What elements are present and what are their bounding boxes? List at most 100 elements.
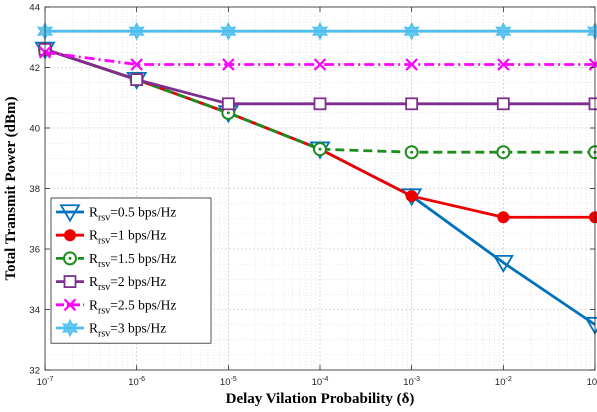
legend-box <box>50 197 212 344</box>
legend-label-subscript: rsv <box>98 282 110 293</box>
square-marker <box>588 97 597 111</box>
x-axis-title: Delay Vilation Probability (δ) <box>226 391 415 407</box>
x-tick-exponent: -5 <box>231 376 237 383</box>
x-tick-base: 10 <box>587 377 597 388</box>
y-tick-label: 44 <box>29 3 40 14</box>
legend-label-rest: =1.5 bps/Hz <box>110 251 176 266</box>
x-tick-exponent: -4 <box>322 376 328 383</box>
data-marker <box>404 145 419 160</box>
square-marker <box>221 97 235 111</box>
legend-label-main: R <box>89 205 98 220</box>
data-marker <box>64 229 76 242</box>
data-marker <box>220 21 237 41</box>
x-tick-exponent: -7 <box>47 376 53 383</box>
data-marker <box>589 211 597 224</box>
y-tick-label: 36 <box>29 245 40 256</box>
data-marker <box>63 275 77 289</box>
data-marker <box>492 254 514 273</box>
x-marker-stroke <box>222 58 235 71</box>
x-marker-stroke <box>130 58 143 71</box>
x-tick-label: 10-3 <box>403 376 420 388</box>
circle-center-dot <box>318 147 322 151</box>
legend-label-main: R <box>89 274 98 289</box>
x-marker-stroke <box>313 58 327 71</box>
x-marker-stroke <box>497 58 510 71</box>
x-tick-exponent: -2 <box>506 376 512 383</box>
x-tick-base: 10 <box>128 377 139 388</box>
data-marker <box>313 97 327 111</box>
x-tick-base: 10 <box>220 377 231 388</box>
circle-center-dot <box>410 150 414 154</box>
x-tick-exponent: -3 <box>414 376 420 383</box>
hexagram-marker <box>220 21 237 41</box>
legend-label-main: R <box>89 228 98 243</box>
legend-entry: Rrsv=1 bps/Hz <box>56 228 166 247</box>
series-group <box>34 21 597 335</box>
legend-label-main: R <box>89 321 98 336</box>
x-marker-stroke <box>405 58 418 71</box>
legend-label: Rrsv=1.5 bps/Hz <box>89 251 176 270</box>
data-marker <box>497 58 510 71</box>
filled-circle-marker <box>64 229 76 242</box>
hexagram-marker <box>128 21 145 41</box>
data-marker <box>130 73 144 86</box>
x-tick-base: 10 <box>37 377 48 388</box>
x-tick-base: 10 <box>312 377 323 388</box>
x-tick-label: 10-6 <box>128 376 145 388</box>
x-tick-label: 10-4 <box>312 376 329 388</box>
legend-label-rest: =1 bps/Hz <box>110 228 166 243</box>
legend-entry: Rrsv=1.5 bps/Hz <box>56 251 176 270</box>
y-tick-label: 38 <box>29 184 40 195</box>
data-marker <box>313 58 327 71</box>
data-marker <box>221 97 235 111</box>
square-marker <box>63 275 77 289</box>
data-marker <box>405 190 418 203</box>
filled-circle-marker <box>589 211 597 224</box>
legend-entry: Rrsv=2.5 bps/Hz <box>56 297 176 316</box>
circle-center-dot <box>226 111 230 115</box>
legend-label-rest: =0.5 bps/Hz <box>110 205 176 220</box>
legend-label: Rrsv=0.5 bps/Hz <box>89 205 176 224</box>
x-tick-base: 10 <box>495 377 506 388</box>
data-marker <box>497 211 510 224</box>
legend-label-main: R <box>89 297 98 312</box>
triangle-down-marker <box>59 204 81 223</box>
legend-label-subscript: rsv <box>98 259 110 270</box>
legend-entry: Rrsv=2 bps/Hz <box>56 274 166 293</box>
data-marker <box>496 145 511 160</box>
circle-center-dot <box>501 150 505 154</box>
legend-label: Rrsv=2 bps/Hz <box>89 274 166 293</box>
square-marker <box>496 97 510 111</box>
legend-label: Rrsv=3 bps/Hz <box>89 321 166 340</box>
x-marker-stroke <box>63 298 77 312</box>
hexagram-marker <box>61 318 79 338</box>
y-axis-title: Total Transmit Power (dBm) <box>3 96 19 280</box>
legend-label-subscript: rsv <box>98 329 110 340</box>
legend-label-subscript: rsv <box>98 213 110 224</box>
y-tick-label: 40 <box>29 124 40 135</box>
legend-label: Rrsv=1 bps/Hz <box>89 228 166 247</box>
data-marker <box>61 318 79 338</box>
y-tick-label: 34 <box>29 305 40 316</box>
legend-entry: Rrsv=0.5 bps/Hz <box>56 204 176 224</box>
x-tick-label: 10-2 <box>495 376 512 388</box>
x-tick-label: 10-1 <box>587 376 597 388</box>
data-marker <box>403 21 420 41</box>
legend-label-rest: =3 bps/Hz <box>110 321 166 336</box>
data-marker <box>405 97 419 111</box>
hexagram-marker <box>495 21 512 41</box>
data-marker <box>313 142 327 157</box>
hexagram-marker <box>311 21 329 41</box>
data-marker <box>588 145 597 160</box>
data-marker <box>496 97 510 111</box>
data-marker <box>63 298 77 312</box>
data-marker <box>128 21 145 41</box>
x-tick-label: 10-5 <box>220 376 237 388</box>
data-marker <box>222 58 235 71</box>
y-tick-label: 42 <box>29 63 40 74</box>
legend-label-rest: =2 bps/Hz <box>110 274 166 289</box>
square-marker <box>130 73 144 86</box>
legend-label-subscript: rsv <box>98 236 110 247</box>
